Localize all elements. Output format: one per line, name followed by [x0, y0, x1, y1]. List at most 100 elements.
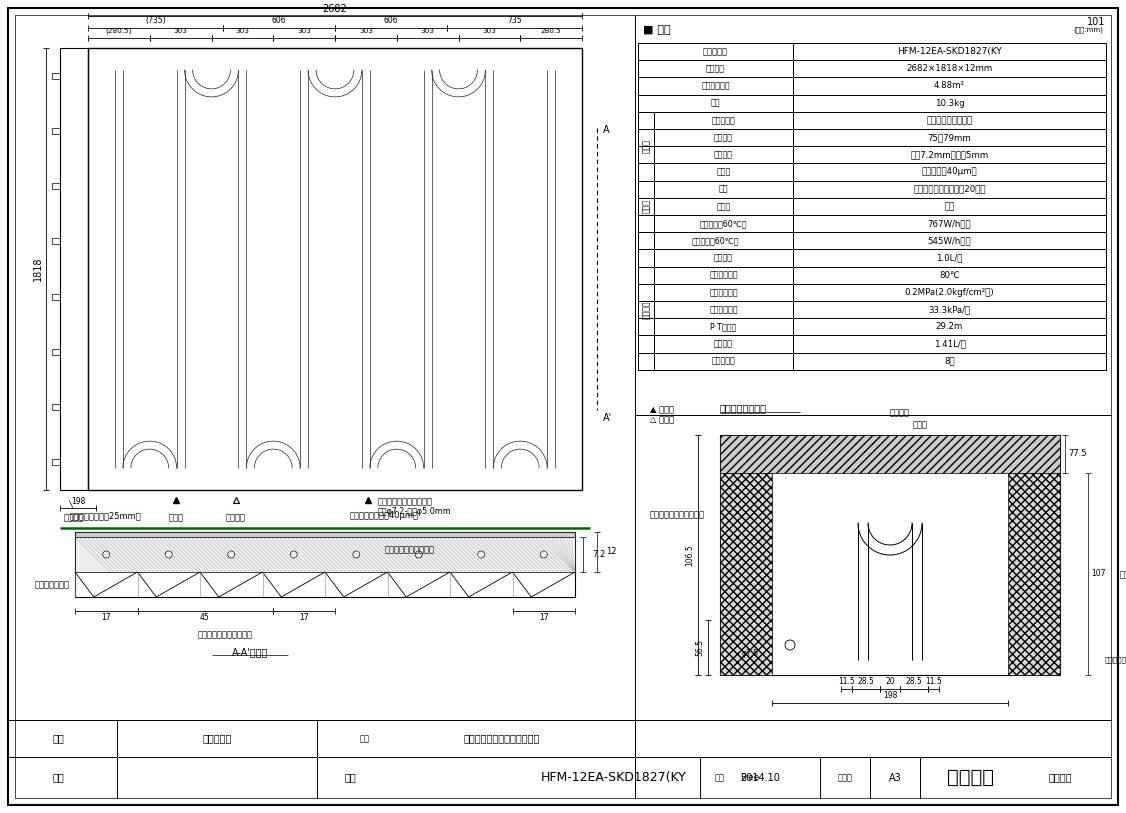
Text: 小根太（合板）: 小根太（合板） [35, 580, 70, 589]
Text: 198: 198 [883, 692, 897, 701]
Text: 小小根太: 小小根太 [1120, 571, 1126, 580]
Circle shape [415, 551, 422, 558]
Text: 303: 303 [297, 28, 311, 34]
Text: 暖房能力（60℃）: 暖房能力（60℃） [691, 237, 740, 246]
Text: HFM-12EA-SKD1827(KY: HFM-12EA-SKD1827(KY [542, 771, 687, 784]
Text: ▲ 山折り: ▲ 山折り [650, 406, 674, 415]
Text: マット: マット [642, 199, 651, 213]
Text: 尺度: 尺度 [715, 773, 725, 782]
Text: 小根太溝数: 小根太溝数 [712, 357, 735, 366]
Text: 1.0L/分: 1.0L/分 [937, 254, 963, 263]
Text: 107: 107 [1091, 569, 1106, 579]
Text: 外形寸法図: 外形寸法図 [203, 733, 232, 744]
Text: 10.3kg: 10.3kg [935, 98, 964, 107]
Text: 小根太: 小根太 [169, 514, 184, 523]
Bar [75, 532, 575, 537]
Text: 20: 20 [885, 677, 895, 686]
Bar [52, 238, 60, 245]
Text: HFM-12EA-SKD1827(KY: HFM-12EA-SKD1827(KY [897, 47, 1002, 56]
Text: A3: A3 [888, 772, 902, 782]
Text: 28.5: 28.5 [858, 677, 875, 686]
Text: 釘打検知用信号線貼付位置: 釘打検知用信号線貼付位置 [1105, 657, 1126, 663]
Text: ■ 仕様: ■ 仕様 [643, 25, 671, 35]
Text: ヘッダー: ヘッダー [890, 408, 910, 418]
Bar [52, 459, 60, 465]
Text: 名称: 名称 [53, 733, 64, 744]
Text: Free: Free [741, 773, 760, 782]
Circle shape [102, 551, 109, 558]
Bar [720, 435, 1060, 675]
Text: 外彧7.2mm　内彧5mm: 外彧7.2mm 内彧5mm [911, 150, 989, 159]
Text: 投入熱量（60℃）: 投入熱量（60℃） [699, 219, 748, 228]
Text: 架橋ポリエチレン管: 架橋ポリエチレン管 [927, 116, 973, 125]
Text: 280.5: 280.5 [540, 28, 562, 34]
Text: 28.5: 28.5 [905, 677, 922, 686]
Text: 表面材（アルミ箔40μm）: 表面材（アルミ箔40μm） [350, 511, 419, 520]
Text: 表面材: 表面材 [716, 167, 731, 176]
Text: 80℃: 80℃ [939, 271, 959, 280]
Text: 0.2MPa(2.0kgf/cm²　): 0.2MPa(2.0kgf/cm² ) [904, 288, 994, 297]
Circle shape [227, 551, 234, 558]
Bar [720, 473, 772, 675]
Text: 1818: 1818 [33, 257, 43, 281]
Text: 架橋ポリエチレンパイプ: 架橋ポリエチレンパイプ [197, 631, 252, 640]
Text: 外彧φ7.2-内彧φ5.0mm: 外彧φ7.2-内彧φ5.0mm [378, 507, 452, 516]
Text: △ 谷折り: △ 谷折り [650, 415, 674, 424]
Text: 名称・型式: 名称・型式 [703, 47, 729, 56]
Text: 質量: 質量 [711, 98, 721, 107]
Text: 7.2: 7.2 [592, 550, 606, 559]
Text: 56.5: 56.5 [696, 639, 705, 656]
Text: 303: 303 [359, 28, 373, 34]
Bar [52, 128, 60, 134]
Text: 12: 12 [606, 547, 617, 557]
Text: 198: 198 [71, 497, 86, 506]
Text: 1.41L/枚: 1.41L/枚 [933, 340, 965, 349]
Text: 17: 17 [539, 614, 548, 623]
Text: 管サイズ: 管サイズ [714, 150, 733, 159]
Text: 33.3kPa/枚: 33.3kPa/枚 [929, 305, 971, 314]
Bar [52, 72, 60, 79]
Circle shape [291, 551, 297, 558]
Text: 2682: 2682 [323, 4, 348, 14]
Text: 裏面材: 裏面材 [716, 202, 731, 211]
Text: A': A' [604, 413, 613, 423]
Text: 最高使用圧力: 最高使用圧力 [709, 288, 738, 297]
Text: 29.2m: 29.2m [936, 322, 963, 332]
Text: 45: 45 [200, 614, 209, 623]
Text: ポリスチレン発泡体（20倍）: ポリスチレン発泡体（20倍） [913, 185, 985, 193]
Bar [60, 48, 88, 490]
Bar [1008, 473, 1060, 675]
Text: 303: 303 [235, 28, 249, 34]
Circle shape [785, 640, 795, 650]
Text: なし: なし [945, 202, 955, 211]
Text: ヘッダー部詳細図: ヘッダー部詳細図 [720, 403, 767, 413]
Text: 架橋ポリエチレンパイプ: 架橋ポリエチレンパイプ [650, 511, 705, 520]
Text: 17: 17 [101, 614, 111, 623]
Text: 303: 303 [421, 28, 435, 34]
Text: 品名: 品名 [359, 734, 369, 743]
Text: 17: 17 [298, 614, 309, 623]
Bar [75, 537, 575, 572]
Text: 767W/h・枚: 767W/h・枚 [928, 219, 972, 228]
Text: 型式: 型式 [53, 772, 64, 782]
Text: 材質・材料: 材質・材料 [712, 116, 735, 125]
Text: φ7.5: φ7.5 [741, 649, 759, 658]
Bar [52, 404, 60, 410]
Text: 外形寸法: 外形寸法 [706, 64, 725, 73]
Circle shape [166, 551, 172, 558]
Text: サイズ: サイズ [838, 773, 852, 782]
Text: 管ピッチ: 管ピッチ [714, 133, 733, 142]
Text: A-A'詳細図: A-A'詳細図 [232, 647, 268, 657]
Bar [638, 43, 1106, 370]
Text: グリーンライン（25mm）: グリーンライン（25mm） [70, 511, 142, 520]
Text: 小根太入りハード温水マット: 小根太入りハード温水マット [463, 733, 539, 744]
Text: 735: 735 [507, 16, 521, 25]
Text: 2014.10: 2014.10 [740, 772, 780, 782]
Text: 4.88m²: 4.88m² [933, 81, 965, 90]
Text: 106.5: 106.5 [686, 544, 695, 566]
Bar [720, 435, 1060, 473]
Text: 303: 303 [173, 28, 188, 34]
Text: 株式会社: 株式会社 [1048, 772, 1072, 782]
Text: アルミ箔（40μm）: アルミ箔（40μm） [922, 167, 977, 176]
Text: 架橋ポリエチレンパイプ: 架橋ポリエチレンパイプ [378, 498, 434, 506]
